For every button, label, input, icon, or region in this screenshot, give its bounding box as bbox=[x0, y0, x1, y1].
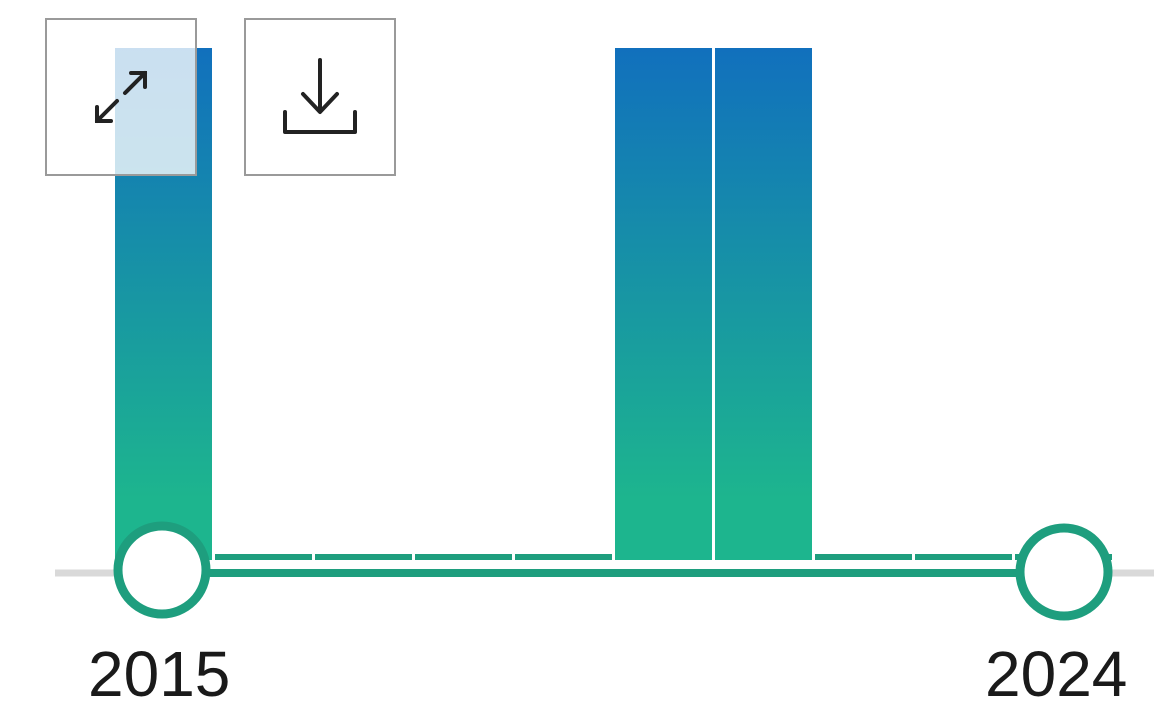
expand-arrows-icon bbox=[95, 71, 147, 123]
histogram-bar-2020 bbox=[615, 48, 712, 560]
histogram-bar-2017 bbox=[315, 554, 412, 560]
download-button[interactable] bbox=[244, 18, 396, 176]
expand-button[interactable] bbox=[45, 18, 197, 176]
histogram-bar-2016 bbox=[215, 554, 312, 560]
histogram-bar-2023 bbox=[915, 554, 1012, 560]
histogram-bar-2022 bbox=[815, 554, 912, 560]
range-handle-start[interactable] bbox=[113, 521, 211, 619]
download-icon bbox=[283, 58, 357, 134]
histogram-bar-2019 bbox=[515, 554, 612, 560]
range-start-label: 2015 bbox=[88, 638, 231, 710]
range-end-label: 2024 bbox=[985, 638, 1128, 710]
range-handle-end[interactable] bbox=[1015, 523, 1113, 621]
histogram-bar-2021 bbox=[715, 48, 812, 560]
histogram-bar-2018 bbox=[415, 554, 512, 560]
